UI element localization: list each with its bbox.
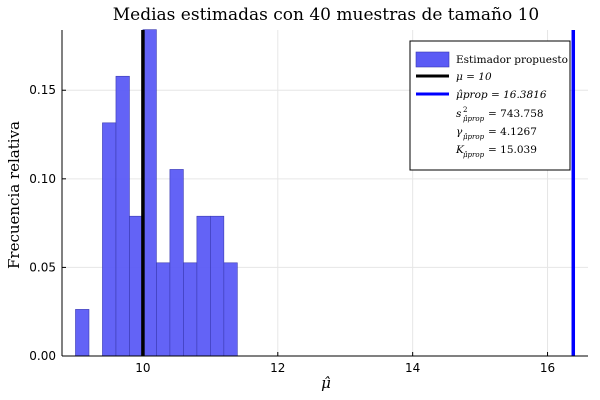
legend-stat-symbol: K <box>455 144 465 156</box>
axes <box>61 30 588 357</box>
y-tick-label: 0.10 <box>29 172 56 186</box>
legend: Estimador propuesto μ = 10 μ̂prop = 16.381… <box>409 40 571 171</box>
legend-stat-symbol: s <box>456 108 462 120</box>
histogram-bar <box>75 309 90 357</box>
y-tick-label: 0.15 <box>29 83 56 97</box>
histogram-bar <box>142 29 157 357</box>
legend-stat-sub: μ̂prop <box>463 114 485 123</box>
histogram-bar <box>129 215 144 357</box>
legend-entry-muprop: μ̂prop = 16.3816 <box>456 89 547 101</box>
histogram-bar <box>102 122 117 357</box>
y-tick-label: 0.05 <box>29 260 56 274</box>
histogram-bar <box>156 262 171 357</box>
legend-entry-stat: s 2μ̂prop = 743.758 <box>456 106 544 123</box>
y-axis-label: Frecuencia relativa <box>5 121 23 269</box>
legend-stat-value: = 15.039 <box>488 144 537 156</box>
histogram-bar <box>223 262 238 357</box>
legend-entry-mu: μ = 10 <box>456 71 492 83</box>
chart-title: Medias estimadas con 40 muestras de tama… <box>113 5 540 25</box>
x-tick-label: 14 <box>405 361 420 375</box>
x-tick-label: 10 <box>135 361 150 375</box>
legend-entry-estimador: Estimador propuesto <box>456 54 568 66</box>
histogram-bar <box>115 75 130 357</box>
legend-stat-value: = 743.758 <box>488 108 544 120</box>
y-tick-label: 0.00 <box>29 349 56 363</box>
legend-entry-stat: γ μ̂prop = 4.1267 <box>456 126 537 141</box>
histogram-bar <box>210 215 225 357</box>
x-axis-label: μ̂ <box>321 374 331 392</box>
legend-stat-sub: μ̂prop <box>463 132 485 141</box>
tick-labels: 10 12 14 16 0.00 0.05 0.10 0.15 <box>29 83 555 375</box>
histogram-bar <box>183 262 198 357</box>
legend-stat-sub: μ̂prop <box>463 150 485 159</box>
legend-stat-symbol: γ <box>456 126 463 138</box>
legend-swatch-bar <box>415 51 450 68</box>
histogram-bar <box>196 215 211 357</box>
reference-lines <box>141 30 576 356</box>
legend-stat-value: = 4.1267 <box>488 126 537 138</box>
legend-stat-sup: 2 <box>463 106 467 114</box>
histogram-bar <box>169 169 184 357</box>
histogram-bars <box>75 29 238 357</box>
x-tick-label: 12 <box>270 361 285 375</box>
x-tick-label: 16 <box>540 361 555 375</box>
